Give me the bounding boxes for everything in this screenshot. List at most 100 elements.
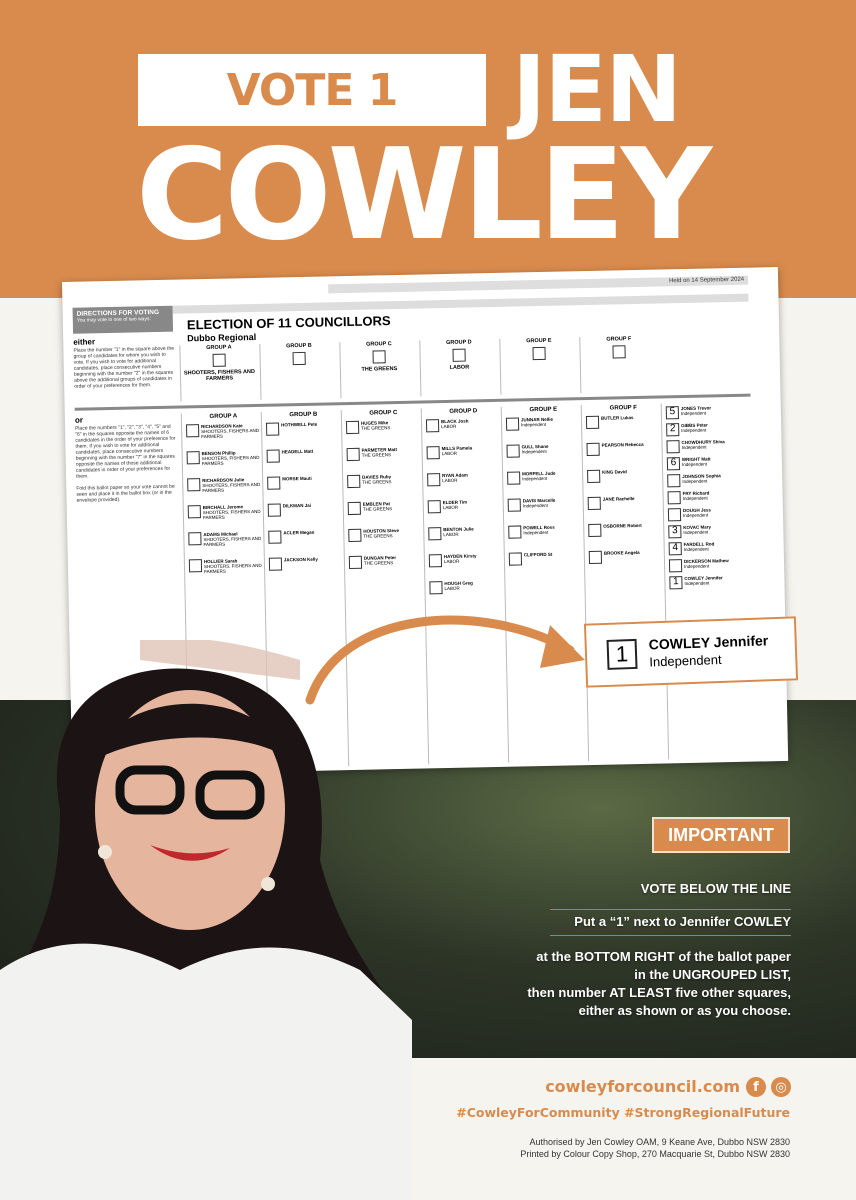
- candidate-party: LABOR: [442, 504, 459, 511]
- candidate-square[interactable]: [587, 469, 601, 484]
- candidate-square[interactable]: [267, 476, 281, 490]
- candidate-party: Independent: [680, 410, 706, 417]
- column-title: GROUP D: [449, 408, 478, 415]
- group-square[interactable]: [532, 346, 546, 361]
- candidate-square[interactable]: [507, 471, 521, 485]
- candidate-square[interactable]: [427, 500, 441, 514]
- group-square[interactable]: [212, 353, 226, 367]
- candidate-square[interactable]: [268, 530, 282, 544]
- candidate-row: OSBORNE Robert: [588, 522, 664, 551]
- candidate-square[interactable]: [428, 554, 443, 568]
- candidate-party: Independent: [522, 475, 548, 482]
- candidate-square[interactable]: 5: [665, 406, 680, 420]
- above-line-group: GROUP C THE GREENS: [339, 340, 419, 399]
- above-line-group: GROUP F: [579, 335, 659, 394]
- candidate-square[interactable]: [667, 508, 682, 522]
- first-name: JEN: [512, 36, 682, 143]
- candidate-square[interactable]: 3: [668, 525, 682, 539]
- candidate-square[interactable]: [588, 550, 603, 565]
- candidate-square[interactable]: [667, 474, 681, 488]
- candidate-square[interactable]: [348, 555, 363, 570]
- candidate-square[interactable]: [505, 417, 520, 431]
- instagram-icon[interactable]: ◎: [771, 1077, 791, 1097]
- candidate-row: BROOKE Angela: [588, 549, 665, 578]
- candidate-square[interactable]: 2: [666, 423, 680, 437]
- candidate-name: JACKSON Kelly: [283, 556, 318, 563]
- candidate-square[interactable]: [425, 419, 440, 433]
- candidate-name: CLIFFORD St: [523, 551, 553, 558]
- candidate-square[interactable]: [667, 491, 681, 505]
- candidate-square[interactable]: [506, 444, 520, 458]
- candidate-square[interactable]: [188, 532, 202, 546]
- candidate-square[interactable]: [427, 473, 441, 487]
- candidate-square[interactable]: [187, 478, 201, 492]
- group-square[interactable]: [452, 348, 466, 362]
- candidate-square[interactable]: [267, 503, 281, 517]
- candidate-row: BENSON Phillip SHOOTERS, FISHERS AND FARM…: [186, 450, 263, 479]
- candidate-square[interactable]: 6: [666, 457, 681, 471]
- group-square[interactable]: [612, 345, 626, 359]
- candidate-name: HEADELL Matt: [281, 448, 314, 455]
- group-square[interactable]: [372, 350, 386, 364]
- group-name: GROUP C: [366, 341, 392, 348]
- candidate-party: THE GREENS: [361, 452, 392, 458]
- candidate-name: BUTLER Lukas: [600, 415, 634, 421]
- candidate-square[interactable]: [186, 451, 200, 465]
- candidate-square[interactable]: [668, 559, 683, 573]
- candidate-square[interactable]: [507, 498, 521, 512]
- candidate-row: ADAMS Michael SHOOTERS, FISHERS AND FARME…: [188, 531, 264, 560]
- candidate-square[interactable]: [347, 501, 361, 516]
- candidate-square[interactable]: [585, 415, 600, 430]
- column-title: GROUP A: [209, 413, 238, 420]
- candidate-party: Independent: [682, 478, 708, 485]
- candidate-row: 4 FARDELL Rod Independent: [668, 541, 744, 560]
- or-text: Place the numbers "1", "2", "3", "4", "5…: [75, 423, 176, 480]
- candidate-row: RICHARDSON Julie SHOOTERS, FISHERS AND FA…: [187, 477, 263, 506]
- directions-box: DIRECTIONS FOR VOTING You may vote in one…: [72, 305, 174, 334]
- candidate-square[interactable]: [186, 424, 200, 438]
- candidate-row: HUGES Mike THE GREENS: [345, 420, 422, 449]
- hashtags: #CowleyForCommunity #StrongRegionalFutur…: [456, 1105, 790, 1120]
- candidate-party: Independent: [521, 421, 547, 428]
- candidate-square[interactable]: 1: [669, 576, 683, 590]
- candidate-column: 5 JONES Trevor Independent 2 GIBBS Peter Inde…: [660, 401, 749, 760]
- candidate-square[interactable]: [346, 447, 360, 462]
- candidate-name: MORSE Mauti: [282, 475, 312, 482]
- candidate-square[interactable]: [348, 528, 362, 543]
- candidate-row: DAVIS Marcelle Independent: [507, 497, 584, 526]
- candidate-row: BENTON Julie LABOR: [428, 526, 504, 555]
- candidate-square[interactable]: [347, 474, 361, 489]
- candidate-square[interactable]: [345, 420, 360, 435]
- candidate-square[interactable]: [666, 440, 680, 454]
- candidate-square[interactable]: [588, 523, 602, 538]
- website-link[interactable]: cowleyforcouncil.com: [545, 1077, 740, 1096]
- fold-text: Fold this ballot paper so your vote cann…: [76, 483, 175, 504]
- candidate-square[interactable]: [587, 496, 601, 511]
- candidate-square[interactable]: [268, 557, 283, 571]
- candidate-square[interactable]: [428, 527, 442, 541]
- cowley-callout: 1 COWLEY Jennifer Independent: [583, 616, 799, 688]
- candidate-square[interactable]: [188, 559, 203, 573]
- facebook-icon[interactable]: f: [746, 1077, 766, 1097]
- candidate-square[interactable]: [508, 552, 523, 566]
- candidate-square[interactable]: 4: [668, 542, 682, 556]
- group-square[interactable]: [292, 351, 306, 366]
- group-name: GROUP F: [606, 336, 632, 343]
- candidate-square[interactable]: [429, 581, 443, 595]
- candidate-square[interactable]: [265, 422, 280, 436]
- candidate-name: JANE Rachelle: [602, 496, 635, 502]
- candidate-square[interactable]: [508, 525, 522, 539]
- held-date: Held on 14 September 2024: [328, 275, 749, 294]
- election-title: ELECTION OF 11 COUNCILLORS: [186, 313, 391, 333]
- candidate-row: ACLER Megan: [268, 529, 344, 558]
- candidate-square[interactable]: [187, 505, 201, 519]
- candidate-row: DOUGH Jess Independent: [667, 507, 743, 526]
- candidate-row: JANE Rachelle: [587, 495, 664, 524]
- candidate-square[interactable]: [266, 449, 280, 463]
- candidate-row: DUNGAN Peter THE GREENS: [348, 554, 425, 583]
- callout-party: Independent: [649, 651, 722, 670]
- candidate-square[interactable]: [586, 442, 600, 457]
- column-title: GROUP B: [289, 411, 318, 419]
- candidate-party: SHOOTERS, FISHERS AND FARMERS: [203, 535, 262, 548]
- candidate-square[interactable]: [426, 446, 440, 460]
